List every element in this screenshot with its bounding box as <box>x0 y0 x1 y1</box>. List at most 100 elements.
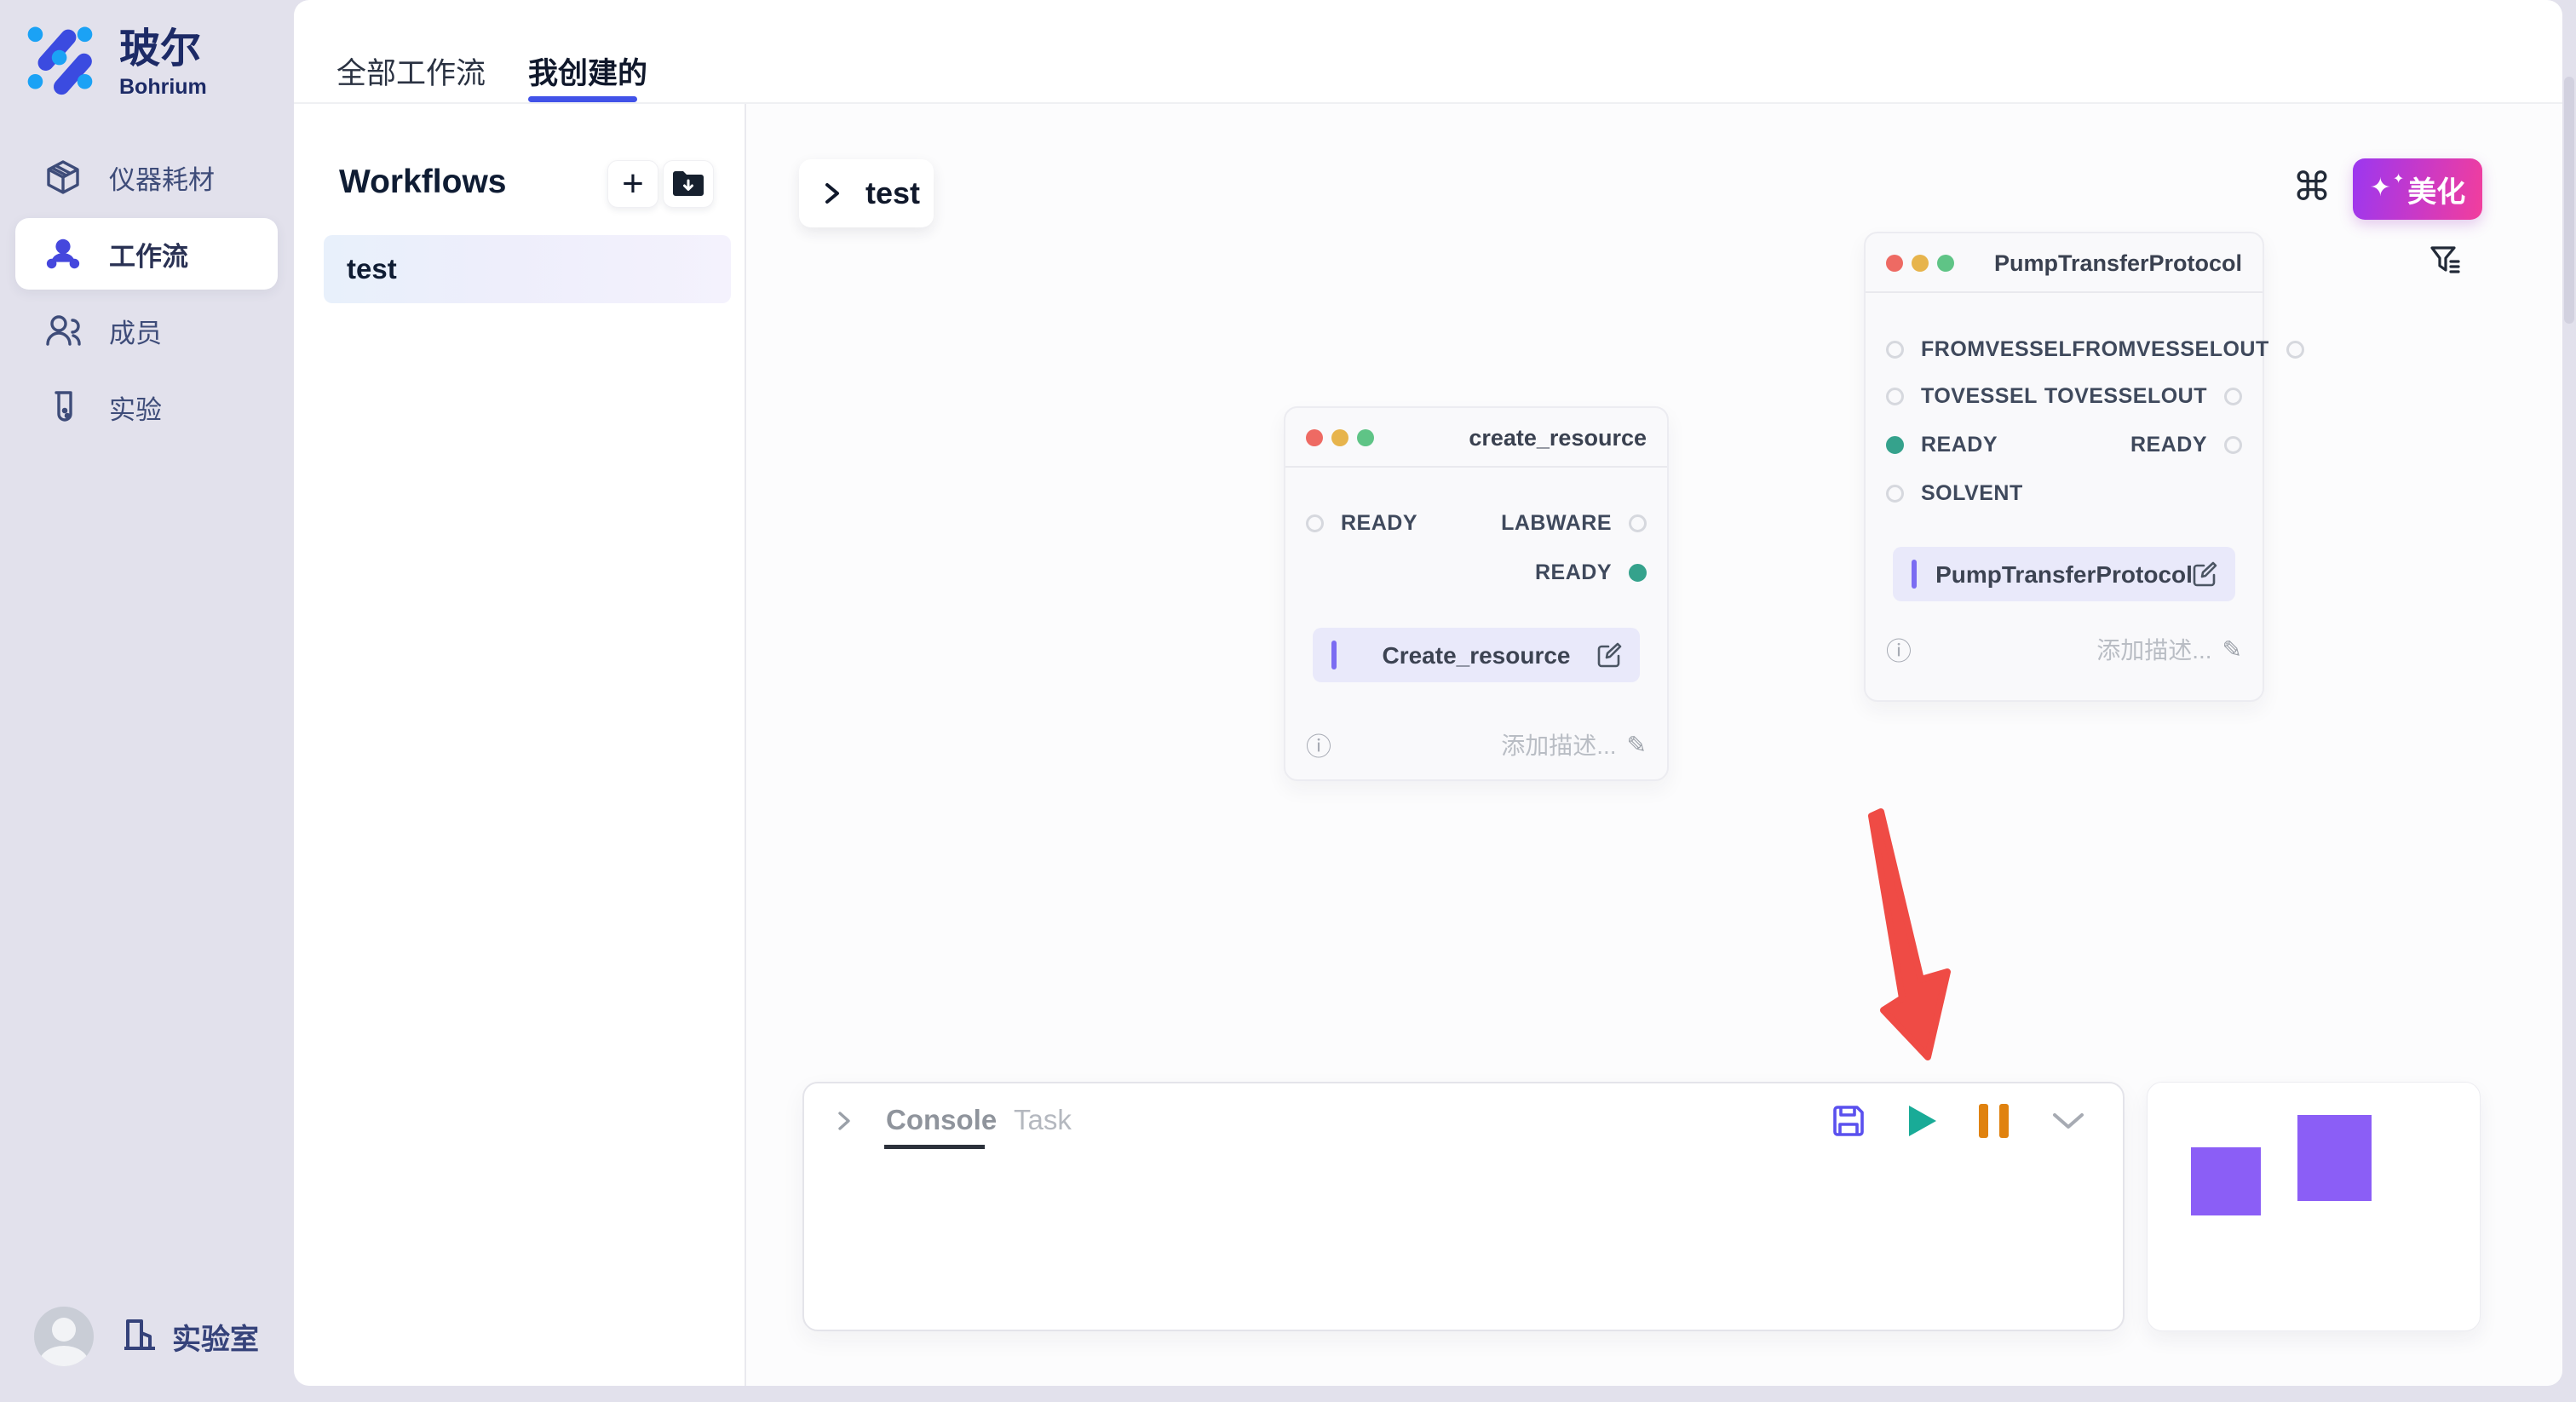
beautify-label: 美化 <box>2407 175 2466 209</box>
traffic-light-green <box>1937 255 1954 272</box>
sparkles-small-icon: ✦ <box>2392 172 2405 187</box>
sidebar-item-label: 实验 <box>109 394 162 425</box>
task-tab[interactable]: Task <box>1014 1104 1072 1135</box>
node-pump-transfer-protocol[interactable]: PumpTransferProtocol FROMVESSEL FROMVESS… <box>1864 232 2304 702</box>
sidebar-item-instruments[interactable]: 仪器耗材 <box>15 141 278 213</box>
flow-canvas[interactable]: test ⌘ ✦ ✦ 美化 <box>746 104 2562 1386</box>
node-create-resource[interactable]: create_resource READY LABWARE READY <box>1284 406 1669 781</box>
breadcrumb[interactable]: test <box>799 159 934 227</box>
info-icon[interactable]: ⓘ <box>1306 733 1331 761</box>
port-label: READY <box>1341 510 1418 535</box>
console-panel: Console Task <box>802 1082 2125 1331</box>
output-port-labware[interactable]: LABWARE <box>1501 511 1647 536</box>
command-icon[interactable]: ⌘ <box>2292 164 2332 209</box>
workflow-item-name: test <box>347 253 397 284</box>
port-circle-connected[interactable] <box>1886 435 1904 454</box>
node-header[interactable]: create_resource <box>1285 408 1667 468</box>
plus-icon: + <box>622 163 644 204</box>
collapse-console-button[interactable] <box>2048 1108 2089 1134</box>
minimap[interactable] <box>2147 1082 2481 1331</box>
workflow-list-item[interactable]: test <box>324 235 731 303</box>
sidebar-item-experiments[interactable]: 实验 <box>15 371 278 443</box>
chevron-down-icon <box>2053 1113 2084 1129</box>
chevron-right-icon <box>825 183 839 204</box>
port-circle[interactable] <box>1306 514 1324 532</box>
sidebar-item-label: 仪器耗材 <box>109 164 215 195</box>
beautify-button[interactable]: ✦ ✦ 美化 <box>2353 158 2482 220</box>
folder-import-icon <box>673 171 704 196</box>
console-tab-underline <box>884 1145 985 1149</box>
port-circle[interactable] <box>2286 340 2304 359</box>
output-port-tovesselout[interactable]: TOVESSELOUT <box>2044 384 2242 409</box>
tab-my-created[interactable]: 我创建的 <box>528 57 648 90</box>
sidebar-footer: 实验室 <box>34 1307 259 1366</box>
pause-button[interactable] <box>1979 1104 2009 1138</box>
traffic-light-green <box>1357 429 1374 446</box>
box-icon <box>44 158 82 196</box>
sidebar-menu: 仪器耗材 工作流 <box>15 141 278 448</box>
filter-icon[interactable] <box>2429 244 2463 282</box>
sidebar-item-members[interactable]: 成员 <box>15 295 278 366</box>
input-port-ready[interactable]: READY <box>1306 511 1417 536</box>
input-port-ready[interactable]: READY <box>1886 433 1998 457</box>
edit-icon[interactable] <box>2191 560 2218 592</box>
description-text: 添加描述... <box>1501 733 1617 759</box>
port-circle[interactable] <box>1886 387 1904 405</box>
port-circle[interactable] <box>2224 387 2242 405</box>
port-circle[interactable] <box>1886 484 1904 503</box>
active-tab-underline <box>528 96 637 102</box>
scrollbar-track[interactable] <box>2562 0 2576 1402</box>
node-action-pump-transfer[interactable]: PumpTransferProtocol <box>1893 547 2235 601</box>
add-workflow-button[interactable]: + <box>607 160 658 208</box>
pill-cursor-bar <box>1331 641 1337 669</box>
main-panel: 全部工作流 我创建的 Workflows + test <box>294 0 2562 1386</box>
traffic-lights <box>1886 255 1963 272</box>
test-tube-icon <box>44 388 82 426</box>
traffic-light-red <box>1886 255 1903 272</box>
description-text: 添加描述... <box>2096 637 2212 664</box>
members-icon <box>44 312 82 349</box>
workflow-people-icon <box>44 235 82 273</box>
description-placeholder[interactable]: 添加描述... ✎ <box>1501 727 1647 761</box>
import-folder-button[interactable] <box>663 160 714 208</box>
lab-switcher-label[interactable]: 实验室 <box>172 1323 259 1356</box>
pill-cursor-bar <box>1912 560 1917 589</box>
input-port-tovessel[interactable]: TOVESSEL <box>1886 384 2038 409</box>
input-port-fromvessel[interactable]: FROMVESSEL <box>1886 337 2072 362</box>
info-icon[interactable]: ⓘ <box>1886 638 1912 666</box>
port-label: FROMVESSELOUT <box>2072 336 2269 361</box>
port-circle[interactable] <box>1886 340 1904 359</box>
port-circle-connected[interactable] <box>1629 563 1647 582</box>
port-circle[interactable] <box>2224 435 2242 454</box>
output-port-fromvesselout[interactable]: FROMVESSELOUT <box>2072 337 2304 362</box>
logo[interactable]: 玻尔 Bohrium <box>26 24 207 100</box>
port-label: FROMVESSEL <box>1921 336 2073 361</box>
red-arrow-annotation <box>1868 808 1951 1060</box>
node-action-create-resource[interactable]: Create_resource <box>1313 628 1640 682</box>
minimap-node <box>2191 1147 2261 1215</box>
port-label: SOLVENT <box>1921 480 2023 505</box>
console-chevron-right-icon[interactable] <box>833 1106 855 1141</box>
sidebar-item-label: 成员 <box>109 318 162 348</box>
edit-icon[interactable] <box>1596 641 1623 673</box>
output-port-ready[interactable]: READY <box>1535 560 1647 585</box>
description-placeholder[interactable]: 添加描述... ✎ <box>2096 632 2242 666</box>
input-port-solvent[interactable]: SOLVENT <box>1886 481 2023 506</box>
sidebar-item-label: 工作流 <box>109 241 188 272</box>
output-port-ready[interactable]: READY <box>2130 433 2242 457</box>
console-actions <box>1791 1102 2089 1140</box>
logo-title: 玻尔 <box>119 26 202 72</box>
save-button[interactable] <box>1831 1103 1866 1139</box>
sidebar: 玻尔 Bohrium 仪器耗材 <box>0 0 294 1402</box>
scrollbar-thumb[interactable] <box>2564 77 2574 324</box>
node-header[interactable]: PumpTransferProtocol <box>1866 233 2263 293</box>
tab-all-workflows[interactable]: 全部工作流 <box>336 57 486 90</box>
node-title: create_resource <box>1469 425 1647 451</box>
avatar[interactable] <box>34 1307 94 1366</box>
console-tab[interactable]: Console <box>886 1104 998 1135</box>
sidebar-item-workflows[interactable]: 工作流 <box>15 218 278 290</box>
run-button[interactable] <box>1906 1102 1940 1140</box>
port-circle[interactable] <box>1629 514 1647 532</box>
building-icon <box>119 1314 160 1359</box>
